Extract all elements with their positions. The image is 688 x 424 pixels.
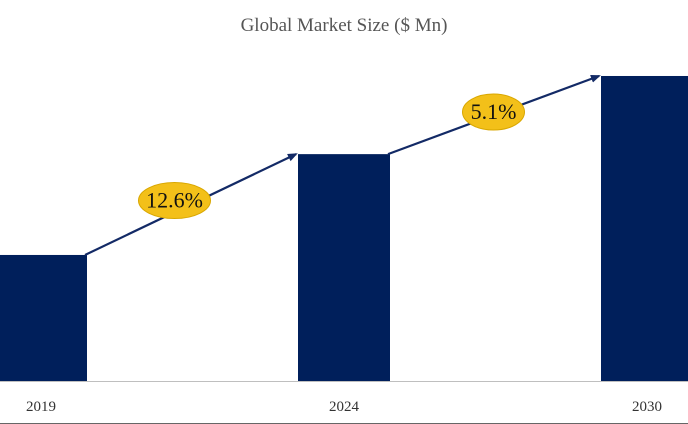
cagr-label-2: 5.1% [471, 99, 517, 124]
cagr-label-1: 12.6% [146, 188, 203, 213]
chart-title: Global Market Size ($ Mn) [240, 15, 448, 36]
bar-2019 [0, 254, 87, 381]
x-tick-label-2030: 2030 [632, 399, 662, 415]
cagr-badge-2 [462, 93, 525, 131]
bar-2024 [298, 154, 390, 381]
bar-2030 [601, 75, 688, 381]
cagr-badge-1 [138, 182, 211, 220]
x-tick-label-2024: 2024 [329, 399, 360, 415]
x-tick-label-2019: 2019 [26, 399, 56, 415]
